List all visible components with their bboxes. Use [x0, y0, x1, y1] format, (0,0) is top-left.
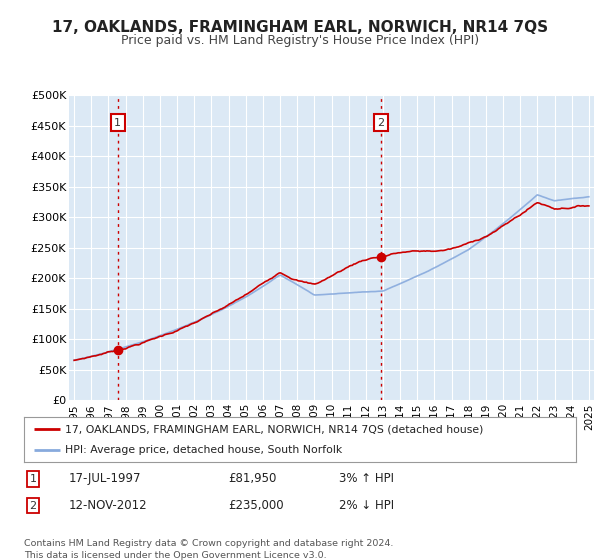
Text: Contains HM Land Registry data © Crown copyright and database right 2024.
This d: Contains HM Land Registry data © Crown c… [24, 539, 394, 559]
Text: HPI: Average price, detached house, South Norfolk: HPI: Average price, detached house, Sout… [65, 445, 343, 455]
Text: 17, OAKLANDS, FRAMINGHAM EARL, NORWICH, NR14 7QS (detached house): 17, OAKLANDS, FRAMINGHAM EARL, NORWICH, … [65, 424, 484, 435]
Text: 12-NOV-2012: 12-NOV-2012 [69, 499, 148, 512]
Text: 17, OAKLANDS, FRAMINGHAM EARL, NORWICH, NR14 7QS: 17, OAKLANDS, FRAMINGHAM EARL, NORWICH, … [52, 20, 548, 35]
Text: Price paid vs. HM Land Registry's House Price Index (HPI): Price paid vs. HM Land Registry's House … [121, 34, 479, 46]
Text: £235,000: £235,000 [228, 499, 284, 512]
Text: 2% ↓ HPI: 2% ↓ HPI [339, 499, 394, 512]
Text: £81,950: £81,950 [228, 472, 277, 486]
Text: 1: 1 [29, 474, 37, 484]
Text: 3% ↑ HPI: 3% ↑ HPI [339, 472, 394, 486]
Text: 2: 2 [377, 118, 385, 128]
Text: 2: 2 [29, 501, 37, 511]
Text: 17-JUL-1997: 17-JUL-1997 [69, 472, 142, 486]
Text: 1: 1 [114, 118, 121, 128]
